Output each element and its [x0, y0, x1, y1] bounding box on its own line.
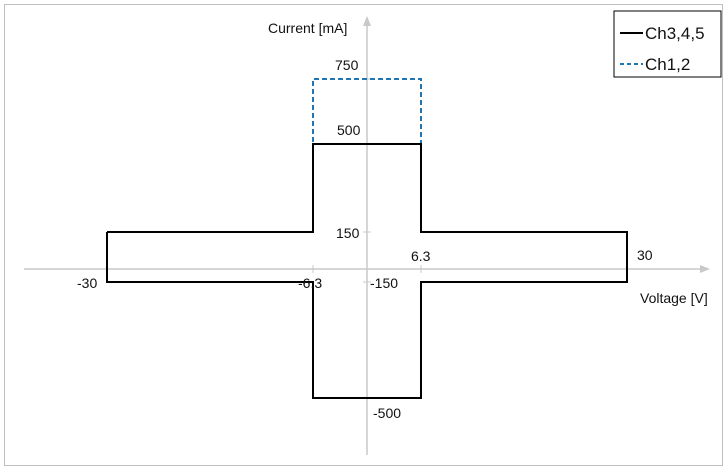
x-tick-label: -6.3 — [298, 275, 322, 291]
series-layer — [106, 78, 628, 399]
y-tick-label: 150 — [336, 225, 360, 241]
x-axis-arrow — [700, 265, 710, 273]
y-tick-label: 500 — [337, 122, 361, 138]
y-tick-label: -500 — [373, 405, 401, 421]
legend-label-ch345: Ch3,4,5 — [645, 24, 705, 43]
y-axis-arrow — [363, 16, 371, 26]
labels-layer: -30 -6.3 6.3 30 750 500 150 -150 -500 — [77, 57, 653, 421]
legend: Ch3,4,5 Ch1,2 — [613, 10, 722, 78]
x-tick-label: -30 — [77, 275, 97, 291]
legend-label-ch12: Ch1,2 — [645, 55, 690, 74]
x-tick-label: 30 — [637, 247, 653, 263]
chart-frame — [4, 4, 723, 466]
y-axis-label: Current [mA] — [268, 20, 347, 36]
x-axis-label: Voltage [V] — [640, 290, 708, 306]
legend-box — [613, 10, 722, 78]
y-tick-label: -150 — [370, 275, 398, 291]
x-tick-label: 6.3 — [411, 248, 431, 264]
series-line-ch345 — [106, 143, 628, 399]
y-tick-label: 750 — [335, 57, 359, 73]
